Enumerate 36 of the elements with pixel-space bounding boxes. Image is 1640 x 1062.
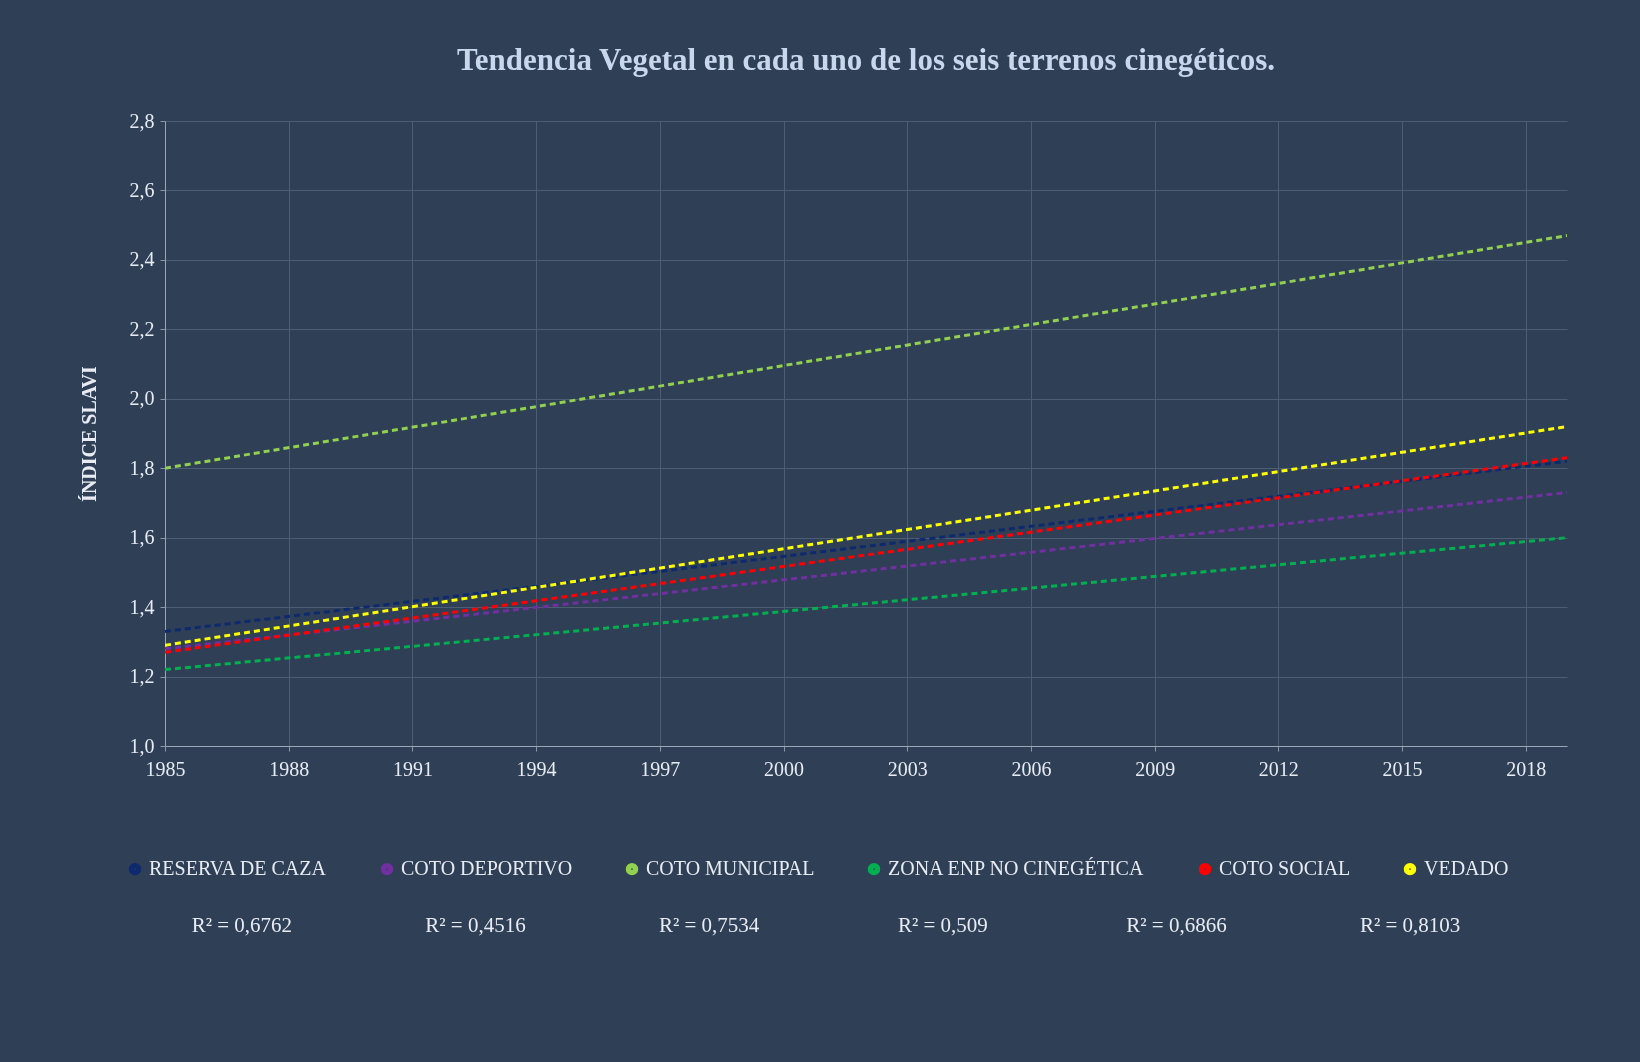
x-tick-label: 1997 [640,757,681,780]
x-tick-label: 2003 [887,757,928,780]
text: R² = 0,8103 [1359,913,1461,937]
text: R² = 0,6762 [191,913,293,937]
y-tick-label: 1,8 [129,456,155,479]
y-tick-label: 1,2 [129,665,155,688]
y-tick-label: 2,8 [129,109,155,132]
y-tick-label: 2,0 [129,387,155,410]
x-tick-label: 1994 [516,757,557,780]
x-tick-label: 2015 [1382,757,1423,780]
y-axis-title: ÍNDICE SLAVI [77,365,100,502]
y-tick-label: 1,4 [129,595,155,618]
x-tick-label: 2006 [1011,757,1052,780]
legend-label: COTO DEPORTIVO [401,857,573,880]
text: R² = 0,509 [897,913,988,937]
chart-title: Tendencia Vegetal en cada uno de los seis terrenos cinegéticos. [456,42,1276,77]
y-tick-label: 1,0 [129,734,155,757]
x-tick-label: 2018 [1506,757,1547,780]
text: R² = 0,6866 [1126,913,1227,937]
legend-label: VEDADO [1424,857,1509,880]
text: R² = 0,4516 [425,913,526,937]
x-tick-label: 1988 [269,757,310,780]
legend-label: ZONA ENP NO CINEGÉTICA [888,857,1144,880]
x-tick-label: 1991 [392,757,433,780]
x-tick-label: 2012 [1258,757,1299,780]
y-tick-label: 2,4 [129,248,155,271]
y-tick-label: 1,6 [129,526,155,549]
legend-label: COTO SOCIAL [1219,857,1351,880]
y-tick-label: 2,6 [129,178,155,201]
x-tick-label: 2009 [1135,757,1176,780]
text: R² = 0,7534 [658,913,760,937]
x-tick-label: 1985 [145,757,186,780]
legend-label: COTO MUNICIPAL [646,857,815,880]
x-tick-label: 2000 [764,757,805,780]
legend-label: RESERVA DE CAZA [149,857,327,880]
y-tick-label: 2,2 [129,317,155,340]
